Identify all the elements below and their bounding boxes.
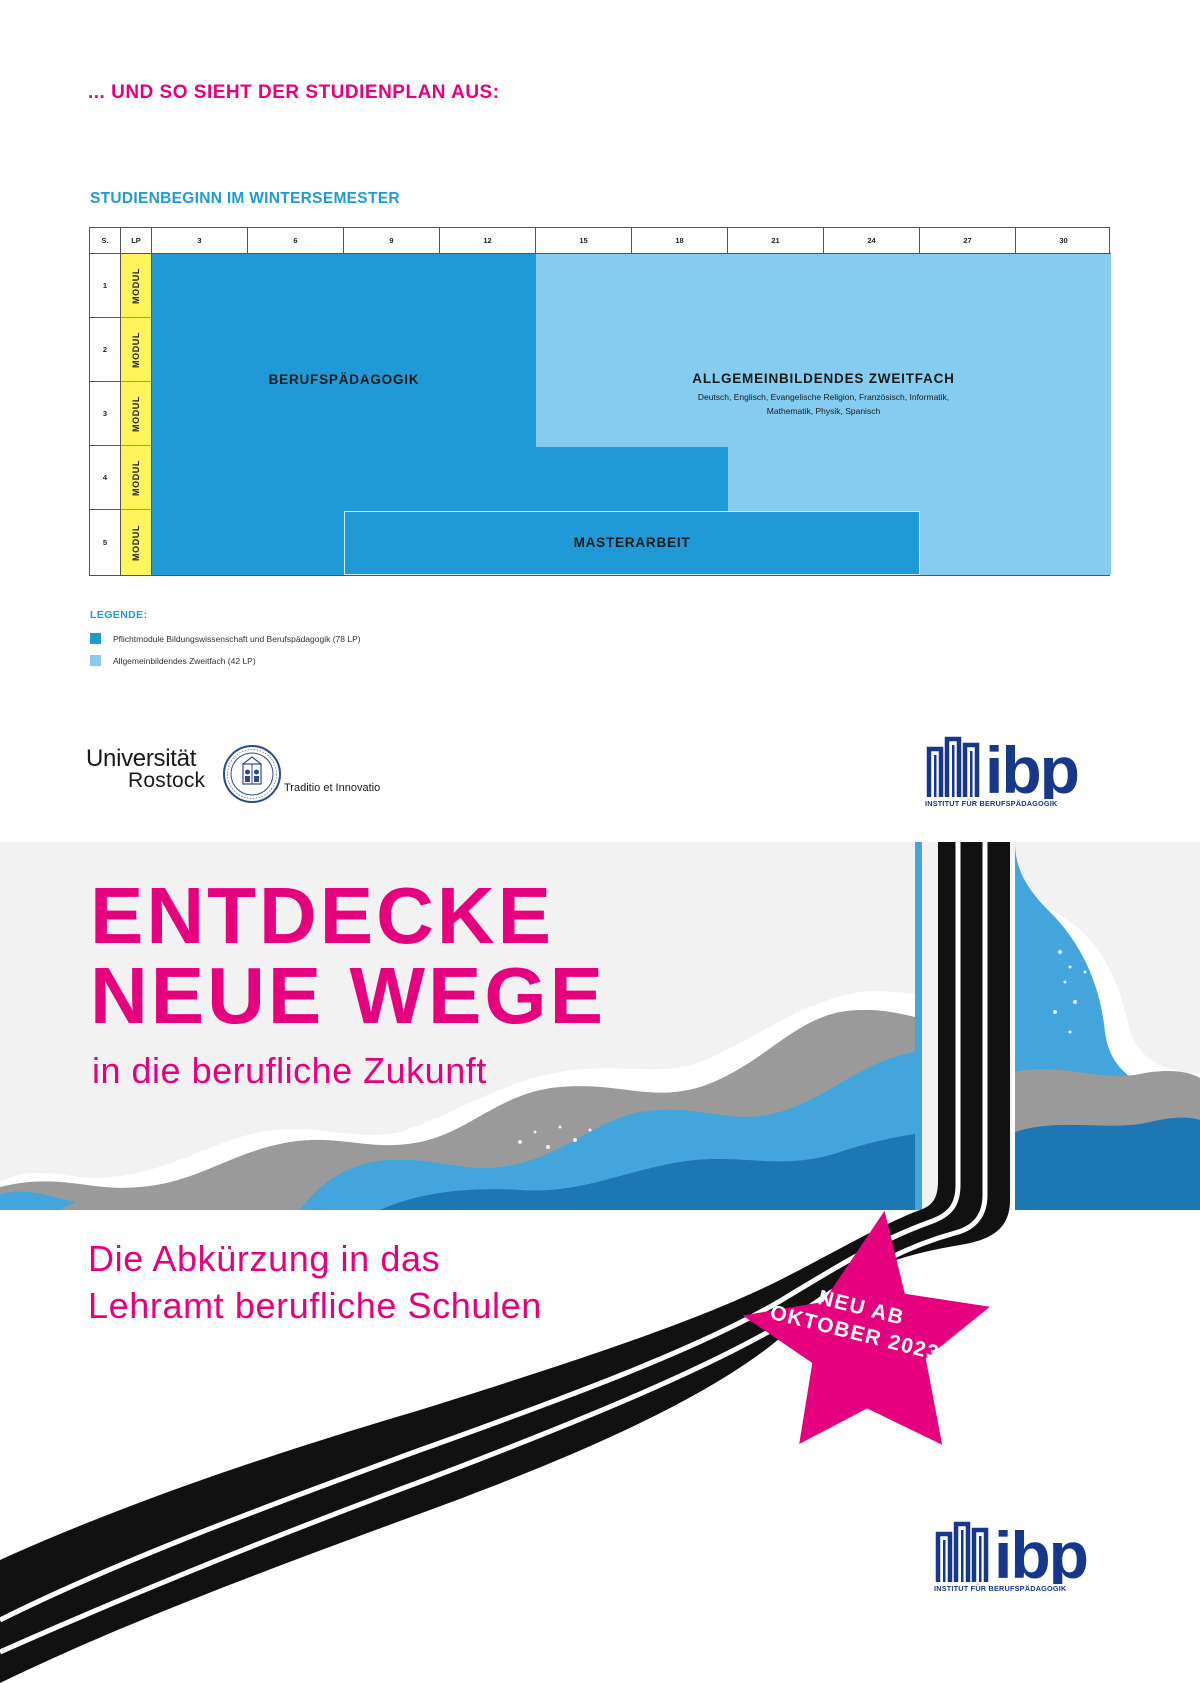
wave-background-icon bbox=[0, 842, 1200, 1210]
lp-tick: 6 bbox=[248, 228, 344, 254]
university-logo: Universität Rostock bbox=[86, 745, 206, 792]
page-heading: ... UND SO SIEHT DER STUDIENPLAN AUS: bbox=[88, 82, 500, 103]
study-plan-table: S. LP 3 6 9 12 15 18 21 24 27 30 1 2 3 4… bbox=[89, 227, 1111, 576]
hero-title-line2: NEUE WEGE bbox=[90, 951, 606, 1040]
lp-tick: 18 bbox=[632, 228, 728, 254]
semester-number: 3 bbox=[90, 382, 121, 446]
modul-cell: MODUL bbox=[121, 446, 152, 510]
lp-tick: 9 bbox=[344, 228, 440, 254]
legend-label: Pflichtmodule Bildungswissenschaft und B… bbox=[113, 633, 361, 644]
hero-title-line1: ENTDECKE bbox=[90, 871, 555, 960]
semester-number: 1 bbox=[90, 254, 121, 318]
masterarbeit-block bbox=[344, 511, 920, 575]
zweitfach-subjects: Mathematik, Physik, Spanisch bbox=[766, 406, 881, 416]
berufspaedagogik-block-sem4 bbox=[152, 447, 728, 511]
ibp-caption: INSTITUT FÜR BERUFSPÄDAGOGIK bbox=[925, 799, 1058, 808]
university-seal-icon bbox=[223, 745, 281, 803]
star-badge-icon bbox=[742, 1210, 990, 1445]
legend-label: Allgemeinbildendes Zweitfach (42 LP) bbox=[113, 655, 256, 666]
ibp-caption: INSTITUT FÜR BERUFSPÄDAGOGIK bbox=[934, 1584, 1067, 1593]
subtitle-line2: Lehramt berufliche Schulen bbox=[88, 1285, 542, 1326]
lp-tick: 30 bbox=[1016, 228, 1111, 254]
lp-tick: 21 bbox=[728, 228, 824, 254]
svg-text:ibp: ibp bbox=[994, 1518, 1087, 1584]
university-motto: Traditio et Innovatio bbox=[284, 782, 381, 794]
ibp-logo: ibp INSTITUT FÜR BERUFSPÄDAGOGIK bbox=[925, 733, 1105, 809]
header-semester: S. bbox=[90, 228, 121, 254]
modul-cell: MODUL bbox=[121, 254, 152, 318]
ibp-logo-icon: ibp bbox=[935, 1518, 1089, 1592]
berufspaedagogik-block bbox=[152, 254, 536, 447]
legend-swatch bbox=[90, 633, 101, 644]
modul-cell: MODUL bbox=[121, 318, 152, 382]
berufspaedagogik-block-sem5 bbox=[152, 511, 344, 575]
lp-tick: 15 bbox=[536, 228, 632, 254]
ibp-logo-bottom: ibp INSTITUT FÜR BERUFSPÄDAGOGIK bbox=[934, 1518, 1114, 1594]
semester-number: 5 bbox=[90, 510, 121, 575]
semester-number: 2 bbox=[90, 318, 121, 382]
university-city: Rostock bbox=[128, 769, 206, 792]
modul-cell: MODUL bbox=[121, 510, 152, 575]
legend-item: Pflichtmodule Bildungswissenschaft und B… bbox=[90, 633, 361, 644]
lp-tick: 12 bbox=[440, 228, 536, 254]
lp-tick: 27 bbox=[920, 228, 1016, 254]
header-lp: LP bbox=[121, 228, 152, 254]
university-name: Universität bbox=[86, 745, 197, 772]
ibp-logo-icon: ibp bbox=[926, 733, 1080, 807]
subtitle-line1: Die Abkürzung in das bbox=[88, 1238, 441, 1279]
semester-number: 4 bbox=[90, 446, 121, 510]
masterarbeit-label: MASTERARBEIT bbox=[573, 535, 691, 550]
svg-text:ibp: ibp bbox=[985, 733, 1078, 799]
legend-item: Allgemeinbildendes Zweitfach (42 LP) bbox=[90, 655, 256, 666]
lp-tick: 24 bbox=[824, 228, 920, 254]
plan-title: STUDIENBEGINN IM WINTERSEMESTER bbox=[90, 190, 400, 207]
zweitfach-subjects: Deutsch, Englisch, Evangelische Religion… bbox=[697, 392, 950, 402]
legend-title: LEGENDE: bbox=[90, 609, 148, 621]
berufspaedagogik-label: BERUFSPÄDAGOGIK bbox=[268, 372, 420, 387]
modul-cell: MODUL bbox=[121, 382, 152, 446]
hero-tagline: in die berufliche Zukunft bbox=[92, 1050, 487, 1091]
zweitfach-label: ALLGEMEINBILDENDES ZWEITFACH bbox=[692, 371, 955, 386]
lp-tick: 3 bbox=[152, 228, 248, 254]
legend-swatch bbox=[90, 655, 101, 666]
